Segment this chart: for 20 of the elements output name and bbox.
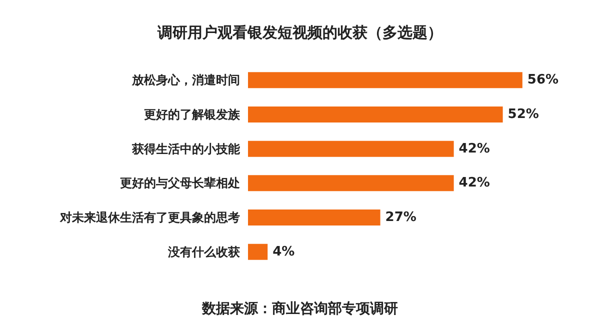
data-label: 42%: [458, 141, 490, 156]
bar: [248, 72, 522, 88]
data-label: 52%: [508, 107, 539, 122]
source-note: 数据来源：商业咨询部专项调研: [201, 300, 398, 317]
y-tick-label: 没有什么收获: [167, 244, 240, 259]
y-tick-label: 放松身心，消遣时间: [131, 73, 240, 88]
bar: [248, 175, 454, 192]
data-label: 4%: [272, 244, 295, 260]
chart-title: 调研用户观看银发短视频的收获（多选题）: [156, 24, 442, 42]
y-tick-label: 更好的与父母长辈相处: [120, 176, 240, 190]
bar: [248, 140, 454, 157]
data-label: 56%: [527, 72, 559, 88]
data-label: 42%: [458, 176, 490, 191]
y-tick-label: 获得生活中的小技能: [131, 142, 241, 156]
data-label: 27%: [385, 210, 416, 225]
bar: [248, 106, 503, 122]
y-tick-label: 更好的了解银发族: [144, 108, 241, 122]
y-tick-label: 对未来退休生活有了更具象的思考: [59, 210, 240, 224]
bar: [248, 210, 380, 226]
bar: [248, 244, 268, 260]
